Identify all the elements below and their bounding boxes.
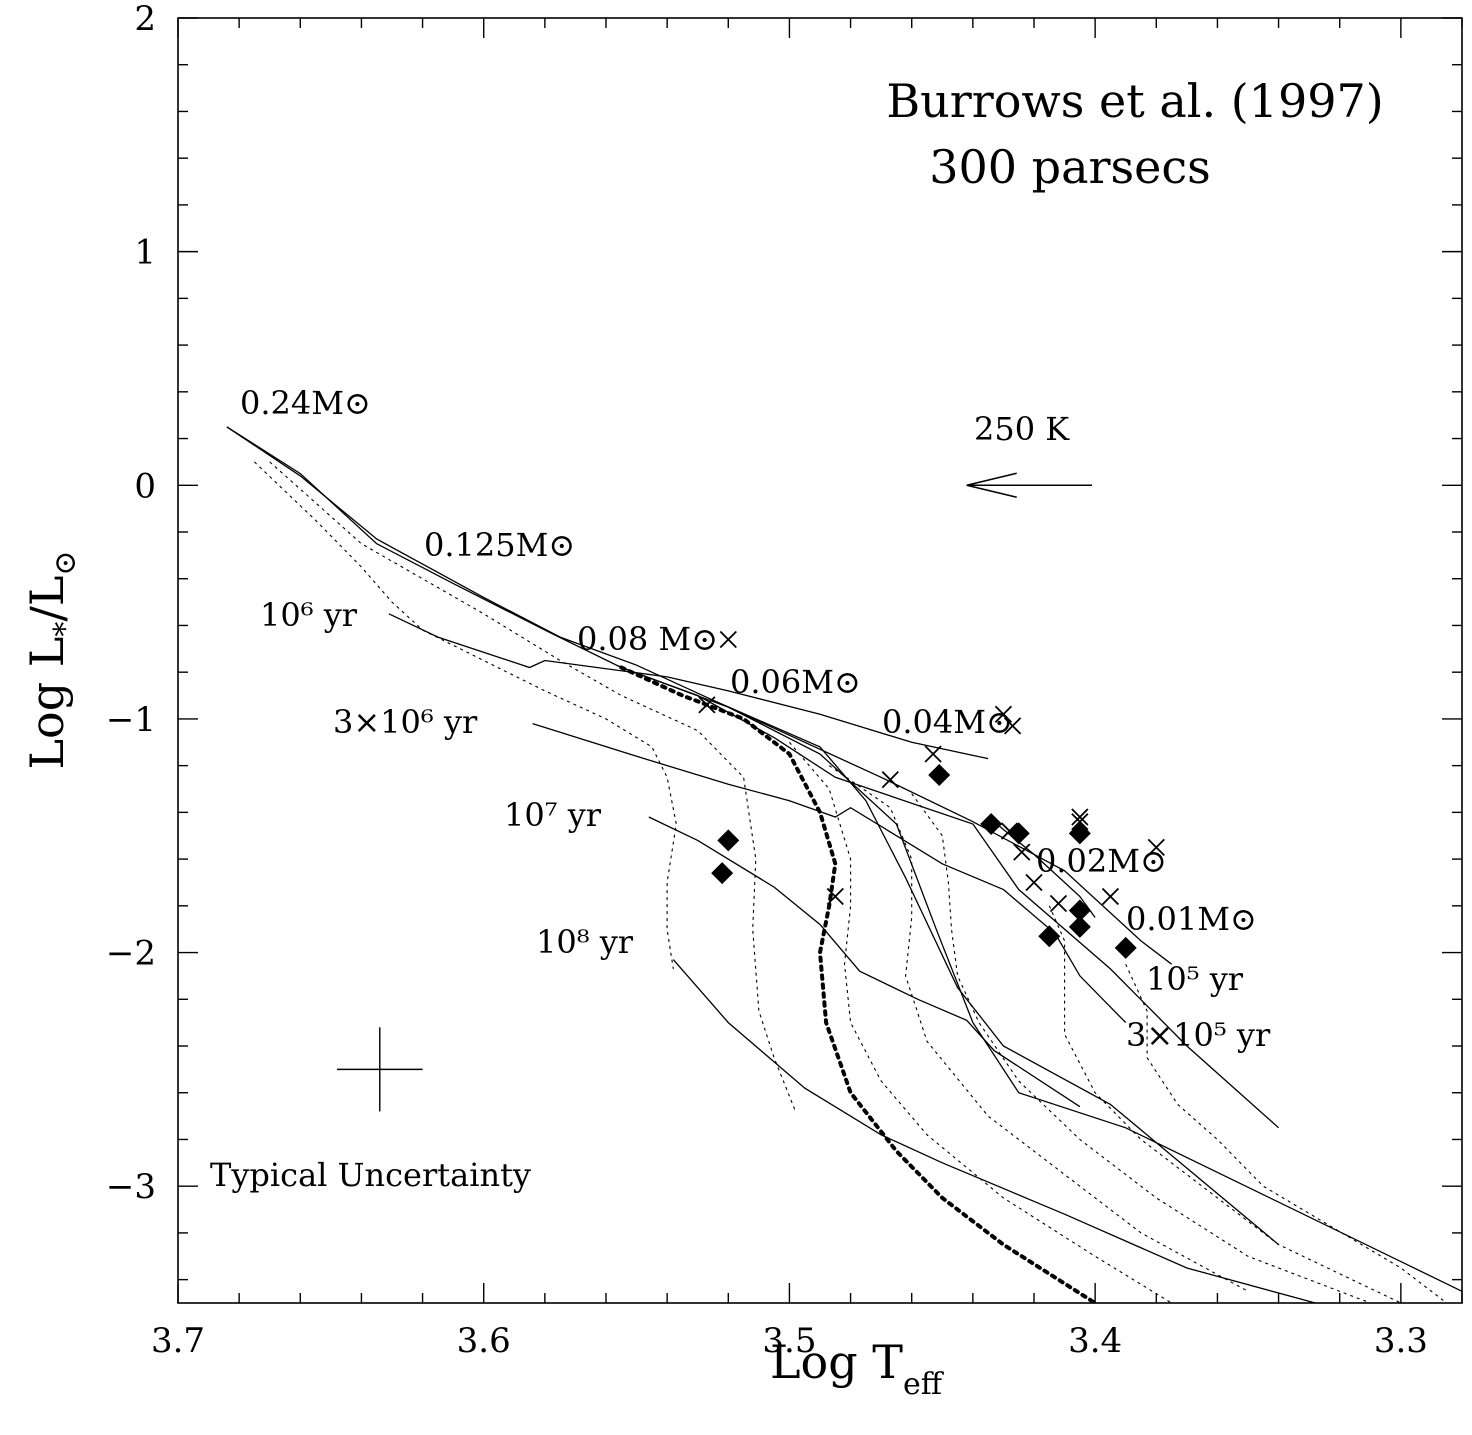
cross-marker [924, 745, 942, 763]
temperature-shift-arrow [966, 472, 1093, 499]
y-tick-label: 0 [134, 466, 156, 506]
cross-marker [719, 630, 737, 649]
y-tick-label: −2 [106, 934, 156, 974]
diamond-marker [928, 763, 951, 786]
y-tick-label: −3 [106, 1167, 156, 1207]
diamond-marker [1068, 899, 1091, 922]
typical-uncertainty-errorbar [336, 1027, 423, 1112]
cross-marker [994, 705, 1013, 723]
x-tick-label: 3.3 [1374, 1321, 1428, 1361]
isochrone-line [388, 613, 989, 760]
label-age-1e7: 10⁷ yr [504, 796, 602, 834]
label-mass-0.125: 0.125M⊙ [424, 526, 575, 564]
cross-marker [698, 696, 716, 714]
cross-marker [1071, 813, 1089, 831]
data-markers [698, 630, 1165, 959]
diamond-marker [980, 813, 1003, 836]
track-curves [226, 426, 1463, 1305]
substellar-limit-dotted [619, 665, 1098, 1305]
mass-track-line [226, 426, 1280, 1246]
diamond-marker [1068, 915, 1091, 938]
x-tick-label: 3.5 [762, 1321, 816, 1361]
isochrone-line [532, 722, 1127, 1024]
dotted-isomass-curve [254, 461, 677, 969]
diamond-marker [1007, 822, 1030, 845]
cross-marker [1101, 887, 1120, 906]
chart-title: Burrows et al. (1997) [886, 74, 1383, 128]
label-age-1e5: 10⁵ yr [1146, 960, 1244, 998]
label-age-3e6: 3×10⁶ yr [333, 703, 478, 741]
mass-track-line [226, 426, 1463, 1292]
label-mass-0.01: 0.01M⊙ [1126, 900, 1257, 938]
y-tick-label: 1 [134, 233, 156, 273]
cross-marker [1003, 717, 1022, 735]
label-mass-0.06: 0.06M⊙ [730, 663, 861, 701]
label-age-1e8: 10⁸ yr [536, 923, 634, 961]
uncertainty-label: Typical Uncertainty [210, 1156, 531, 1194]
label-mass-0.04: 0.04M⊙ [882, 703, 1013, 741]
label-mass-0.02: 0.02M⊙ [1036, 842, 1167, 880]
isochrone-line [672, 959, 1316, 1304]
x-axis-title: Log Teff [770, 1335, 945, 1402]
x-tick-label: 3.6 [457, 1321, 511, 1361]
axis-ticks [177, 17, 1463, 1303]
diamond-marker [1068, 822, 1091, 845]
diamond-marker [717, 829, 740, 852]
y-tick-label: 2 [134, 0, 156, 39]
diamond-marker [711, 862, 734, 885]
y-tick-labels: 2 1 0 −1 −2 −3 [106, 0, 156, 1207]
isochrone-line [648, 816, 1081, 1108]
y-tick-label: −1 [106, 700, 156, 740]
x-tick-label: 3.7 [151, 1321, 205, 1361]
plot-frame [177, 17, 1463, 1304]
label-age-1e6: 10⁶ yr [260, 596, 358, 634]
label-mass-0.24: 0.24M⊙ [240, 384, 371, 422]
diamond-marker [1038, 925, 1061, 948]
dotted-isomass-curve [1048, 905, 1402, 1304]
mass-track-line [728, 706, 1172, 965]
cross-marker [1049, 894, 1068, 913]
chart-subtitle: 300 parsecs [929, 140, 1210, 194]
arrow-head [966, 472, 1017, 499]
dotted-isomass-curve [269, 461, 797, 1112]
label-mass-0.08: 0.08 M⊙ [577, 620, 718, 658]
arrow-label: 250 K [974, 410, 1070, 448]
cross-marker [881, 771, 899, 789]
cross-marker [826, 887, 844, 906]
x-tick-label: 3.4 [1068, 1321, 1122, 1361]
cross-marker [1025, 873, 1043, 892]
cross-marker [1013, 843, 1031, 861]
dotted-isomass-curve [911, 793, 1371, 1304]
y-axis-title: Log L*/L⊙ [20, 550, 83, 769]
diamond-marker [1114, 936, 1137, 959]
cross-marker [1147, 838, 1165, 857]
x-tick-labels: 3.7 3.6 3.5 3.4 3.3 [151, 1321, 1428, 1361]
cross-marker [1071, 808, 1089, 826]
dotted-isomass-curve [828, 765, 1249, 1292]
label-age-3e5: 3×10⁵ yr [1126, 1016, 1271, 1054]
